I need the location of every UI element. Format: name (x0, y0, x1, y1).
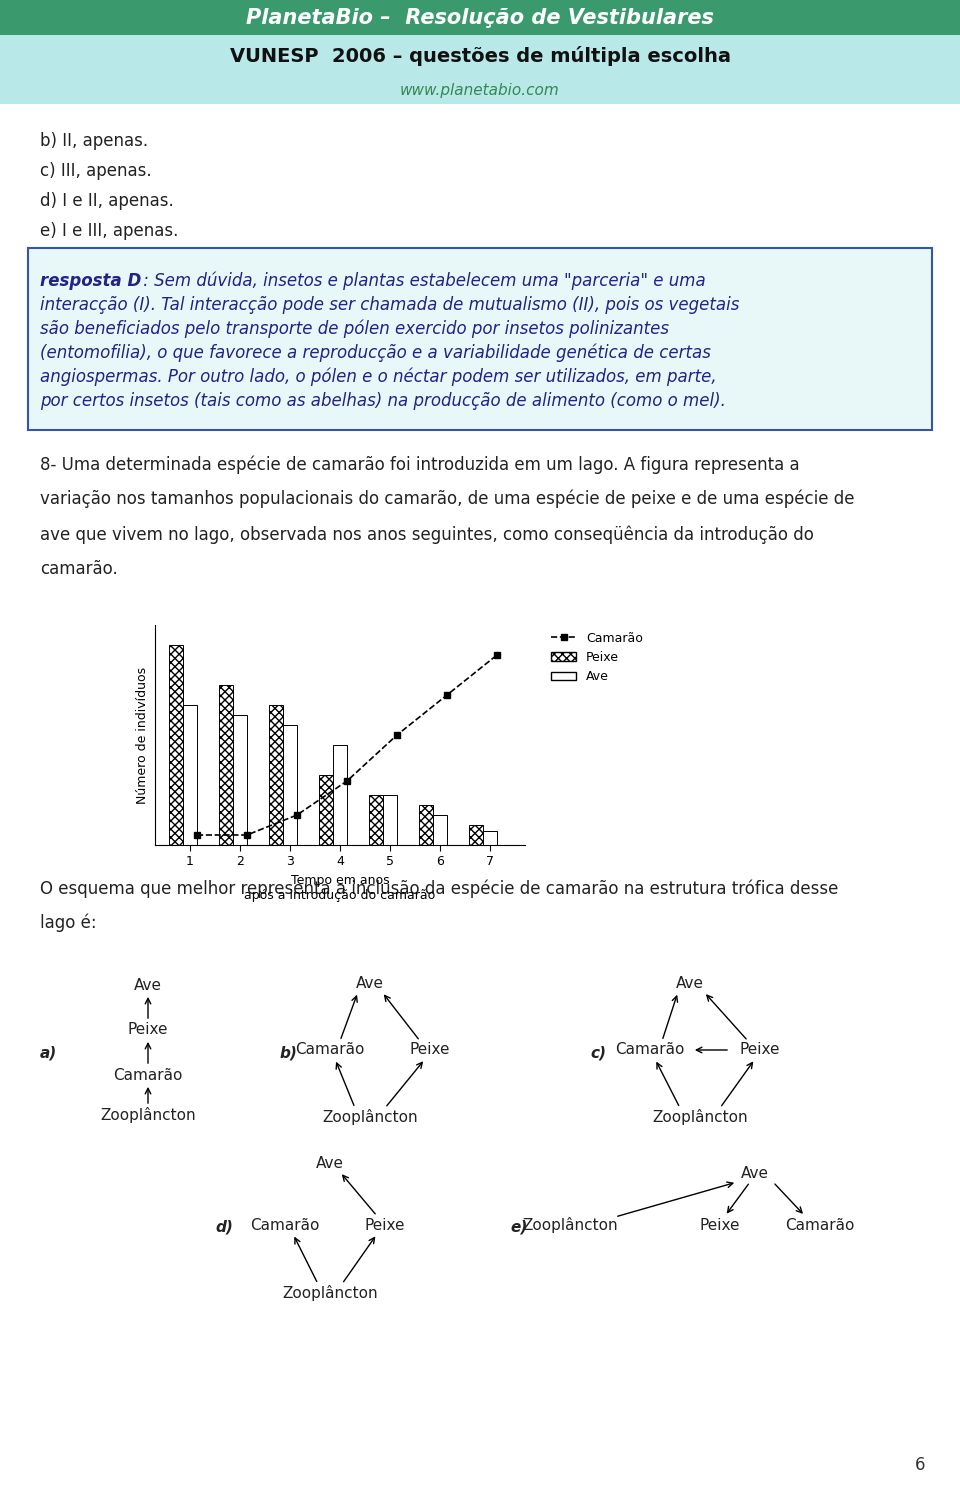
Text: Camarão: Camarão (296, 1042, 365, 1057)
Y-axis label: Número de indivíduos: Número de indivíduos (136, 666, 150, 803)
Text: b) II, apenas.: b) II, apenas. (40, 132, 148, 150)
Legend: Camarão, Peixe, Ave: Camarão, Peixe, Ave (546, 628, 648, 688)
Text: 6: 6 (915, 1456, 925, 1474)
Text: Zooplâncton: Zooplâncton (100, 1106, 196, 1123)
Bar (383, 796, 397, 845)
Text: angiospermas. Por outro lado, o pólen e o néctar podem ser utilizados, em parte,: angiospermas. Por outro lado, o pólen e … (40, 367, 716, 387)
Bar (469, 825, 483, 845)
Text: Peixe: Peixe (128, 1023, 168, 1038)
Text: Peixe: Peixe (700, 1218, 740, 1233)
Text: Zooplâncton: Zooplâncton (652, 1109, 748, 1126)
Text: Peixe: Peixe (365, 1218, 405, 1233)
Bar (0, 0, 960, 36)
Text: lago é:: lago é: (40, 913, 97, 931)
Camarão (442, 686, 453, 703)
Bar (28, 248, 932, 430)
Text: O esquema que melhor representa a inclusão da espécie de camarão na estrutura tr: O esquema que melhor representa a inclus… (40, 880, 838, 898)
Bar (0, 77, 960, 104)
Bar (433, 815, 447, 845)
Text: Camarão: Camarão (251, 1218, 320, 1233)
Text: e): e) (510, 1219, 527, 1236)
Text: : Sem dúvida, insetos e plantas estabelecem uma "parceria" e uma: : Sem dúvida, insetos e plantas estabele… (138, 272, 706, 290)
Camarão (492, 645, 503, 663)
Text: por certos insetos (tais como as abelhas) na producção de alimento (como o mel).: por certos insetos (tais como as abelhas… (40, 393, 726, 410)
Text: Ave: Ave (676, 975, 704, 990)
Text: PlanetaBio –  Resolução de Vestibulares: PlanetaBio – Resolução de Vestibulares (246, 7, 714, 28)
Text: (entomofilia), o que favorece a reproducção e a variabilidade genética de certas: (entomofilia), o que favorece a reproduc… (40, 343, 710, 363)
Text: Ave: Ave (316, 1155, 344, 1170)
Bar (219, 686, 233, 845)
Text: Ave: Ave (134, 977, 162, 992)
Text: camarão.: camarão. (40, 561, 118, 578)
Text: Camarão: Camarão (615, 1042, 684, 1057)
Text: e) I e III, apenas.: e) I e III, apenas. (40, 222, 179, 239)
Line: Camarão: Camarão (194, 653, 500, 837)
Text: Camarão: Camarão (785, 1218, 854, 1233)
Text: ave que vivem no lago, observada nos anos seguintes, como conseqüência da introd: ave que vivem no lago, observada nos ano… (40, 525, 814, 544)
Text: c) III, apenas.: c) III, apenas. (40, 162, 152, 180)
Text: Zooplâncton: Zooplâncton (323, 1109, 418, 1126)
X-axis label: Tempo em anos
após a introdução do camarão: Tempo em anos após a introdução do camar… (245, 874, 436, 903)
Text: b): b) (280, 1045, 298, 1060)
Text: c): c) (590, 1045, 606, 1060)
Text: d): d) (215, 1219, 233, 1236)
Camarão (392, 726, 403, 744)
Bar (483, 831, 497, 845)
Text: Camarão: Camarão (113, 1068, 182, 1083)
Text: a): a) (40, 1045, 58, 1060)
Bar (0, 36, 960, 77)
Text: variação nos tamanhos populacionais do camarão, de uma espécie de peixe e de uma: variação nos tamanhos populacionais do c… (40, 491, 854, 509)
Text: Ave: Ave (356, 975, 384, 990)
Bar (283, 726, 297, 845)
Bar (319, 775, 333, 845)
Text: Zooplâncton: Zooplâncton (522, 1216, 618, 1233)
Camarão (291, 806, 302, 824)
Text: 8- Uma determinada espécie de camarão foi introduzida em um lago. A figura repre: 8- Uma determinada espécie de camarão fo… (40, 455, 800, 473)
Text: d) I e II, apenas.: d) I e II, apenas. (40, 192, 174, 210)
Camarão (241, 827, 252, 845)
Bar (419, 804, 433, 845)
Camarão (341, 772, 352, 790)
Bar (269, 705, 283, 845)
Bar (169, 645, 183, 845)
Text: Ave: Ave (741, 1166, 769, 1181)
Text: VUNESP  2006 – questões de múltipla escolha: VUNESP 2006 – questões de múltipla escol… (229, 46, 731, 65)
Text: resposta D: resposta D (40, 272, 141, 290)
Camarão (191, 827, 203, 845)
Text: Peixe: Peixe (410, 1042, 450, 1057)
Bar (183, 705, 197, 845)
Text: interacção (I). Tal interacção pode ser chamada de mutualismo (II), pois os vege: interacção (I). Tal interacção pode ser … (40, 296, 739, 314)
Text: Zooplâncton: Zooplâncton (282, 1285, 378, 1301)
Bar (369, 796, 383, 845)
Bar (233, 715, 247, 845)
Text: Peixe: Peixe (740, 1042, 780, 1057)
Bar (333, 745, 347, 845)
Text: www.planetabio.com: www.planetabio.com (400, 83, 560, 98)
Text: são beneficiados pelo transporte de pólen exercido por insetos polinizantes: são beneficiados pelo transporte de póle… (40, 320, 669, 339)
